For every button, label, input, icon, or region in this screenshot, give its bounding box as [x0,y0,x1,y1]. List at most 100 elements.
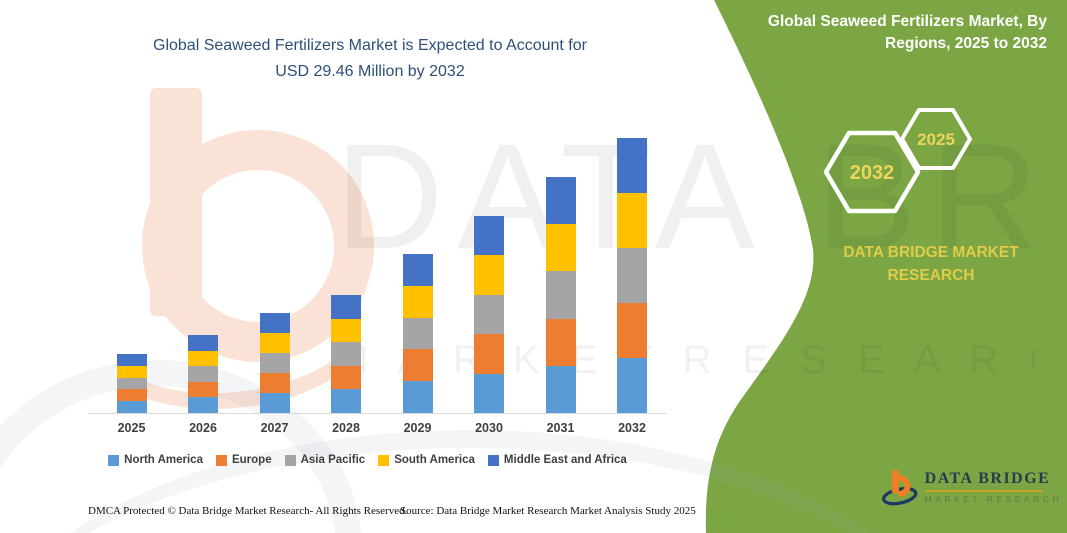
brand-wordmark-line1: DATA BRIDGE MARKET [843,244,1019,261]
bar-segment-europe [188,381,218,398]
bar-segment-south-america [259,333,290,353]
logo-rule [924,490,1043,492]
bar-segment-middle-east-and-africa [402,254,433,286]
bar-segment-north-america [331,389,361,413]
bar-segment-north-america [402,381,433,413]
stacked-bar-2025 [116,354,147,413]
bar-segment-europe [331,365,361,390]
x-axis-label-2025: 2025 [117,421,146,435]
x-axis-label-2027: 2027 [260,421,289,435]
bar-segment-europe [545,318,576,366]
bar-segment-north-america [617,358,647,413]
bar-segment-middle-east-and-africa [545,177,576,225]
x-axis-label-2030: 2030 [475,421,503,435]
legend-item-europe: Europe [215,454,272,466]
bar-segment-europe [259,373,290,393]
bar-segment-asia-pacific [188,366,218,382]
bar-segment-south-america [474,255,504,295]
bar-segment-north-america [116,401,147,413]
legend-swatch-icon [108,454,120,466]
legend-swatch-icon [284,454,296,466]
bar-segment-asia-pacific [617,248,647,303]
logo-title: DATA BRIDGE [924,470,1051,487]
bar-segment-north-america [259,393,290,413]
logo-b-stem [891,469,900,493]
legend-swatch-icon [487,454,499,466]
bar-segment-asia-pacific [402,317,433,350]
side-panel-shape [705,0,1067,533]
bar-segment-europe [617,303,647,358]
stacked-bar-2031 [545,177,576,413]
chart-title-line1: Global Seaweed Fertilizers Market is Exp… [153,37,587,54]
bar-segment-middle-east-and-africa [331,295,361,319]
bar-segment-south-america [188,350,218,367]
bar-segment-middle-east-and-africa [188,335,218,351]
stacked-bar-2026 [188,335,218,413]
bar-segment-asia-pacific [259,353,290,373]
brand-wordmark-line2: RESEARCH [887,267,975,285]
stacked-bar-2027 [259,313,290,413]
logo-subtitle: MARKET RESEARCH [924,494,1062,504]
bar-segment-south-america [402,285,433,318]
bar-segment-middle-east-and-africa [259,313,290,333]
legend-swatch-icon [378,454,390,466]
bar-segment-north-america [188,397,218,413]
chart-legend: North America Europe Asia Pacific South Ame… [55,454,680,466]
x-axis-label-2029: 2029 [403,421,432,435]
x-axis-label-2031: 2031 [546,421,575,435]
x-axis-labels: 2025 2026 2027 2028 2029 2030 2031 2032 [0,421,1067,441]
legend-item-asia-pacific: Asia Pacific [284,454,366,466]
legend-label: South America [394,454,475,466]
side-panel-title: Global Seaweed Fertilizers Market, By Re… [767,13,1047,52]
bar-segment-middle-east-and-africa [116,354,147,366]
stacked-bar-2028 [331,295,361,413]
bar-segment-asia-pacific [545,271,576,319]
logo-text: DATA BRIDGE MARKET RESEARCH [924,470,1062,504]
footer-dmca-text: DMCA Protected © Data Bridge Market Rese… [88,505,408,517]
legend-label: Asia Pacific [300,454,366,466]
bar-segment-south-america [116,365,147,378]
bar-segment-europe [402,349,433,382]
legend-item-south-america: South America [378,454,475,466]
hexagon-2025 [900,108,972,170]
bar-segment-middle-east-and-africa [474,216,504,256]
databridge-logo-icon [882,469,918,506]
chart-title: Global Seaweed Fertilizers Market is Exp… [60,33,680,84]
bar-segment-north-america [545,365,576,413]
legend-swatch-icon [215,454,227,466]
hexagon-badges: 2025 2032 [823,108,972,214]
footer-source-text: Source: Data Bridge Market Research Mark… [400,505,696,517]
legend-item-middle-east-and-africa: Middle East and Africa [487,454,627,466]
x-axis-line [88,413,666,414]
bar-segment-south-america [331,318,361,343]
legend-label: North America [124,454,203,466]
stacked-bar-2029 [402,254,433,413]
bar-segment-south-america [545,224,576,272]
plot-area [88,138,666,413]
legend-label: Europe [231,454,272,466]
bar-segment-south-america [617,193,647,248]
databridge-logo: DATA BRIDGE MARKET RESEARCH [882,458,1062,516]
chart-title-line2: USD 29.46 Million by 2032 [275,62,465,80]
x-axis-label-2028: 2028 [332,421,360,435]
stacked-bar-2032 [617,138,647,413]
logo-b-bowl [898,474,911,498]
bar-segment-asia-pacific [474,294,504,335]
bar-segment-europe [474,334,504,374]
x-axis-label-2032: 2032 [618,421,646,435]
bar-segment-europe [116,389,147,402]
bar-segment-asia-pacific [116,377,147,390]
bar-segment-asia-pacific [331,342,361,366]
hexagon-2032 [823,130,921,214]
stacked-bar-2030 [474,216,504,413]
bar-segment-middle-east-and-africa [617,138,647,193]
brand-wordmark: DATA BRIDGE MARKET RESEARCH [798,241,1064,288]
bar-segment-north-america [474,373,504,413]
legend-item-north-america: North America [108,454,203,466]
hexagon-2025-label: 2025 [917,130,955,149]
hexagon-2032-label: 2032 [850,162,895,184]
legend-label: Middle East and Africa [503,454,627,466]
x-axis-label-2026: 2026 [189,421,217,435]
